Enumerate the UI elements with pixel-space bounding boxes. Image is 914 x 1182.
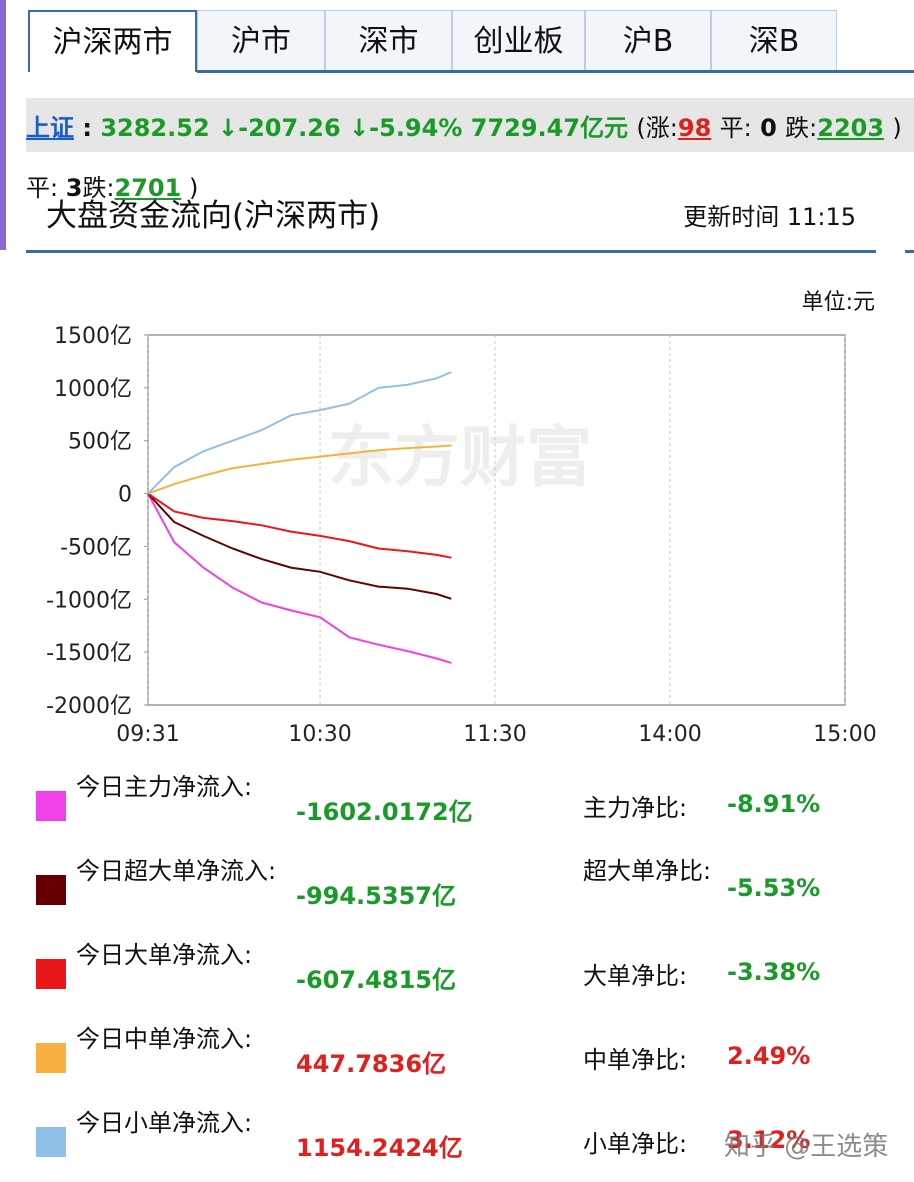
x-tick-label: 10:30: [288, 722, 351, 747]
x-tick-label: 09:31: [116, 722, 179, 747]
flat-label: 平:: [719, 114, 752, 142]
legend-swatch: [36, 791, 66, 821]
down-label: 跌:: [785, 114, 818, 142]
ratio-label: 超大单净比:: [583, 857, 712, 885]
up-count[interactable]: 98: [677, 114, 712, 142]
title-underline: [26, 250, 876, 253]
net-flow: -607.4815亿: [296, 966, 456, 994]
watermark: 东方财富: [328, 419, 592, 496]
update-time: 更新时间 11:15: [683, 203, 856, 231]
ratio: 3.12%: [727, 1126, 811, 1154]
index-link[interactable]: 上证: [26, 114, 74, 142]
legend-swatch: [36, 1127, 66, 1157]
x-tick-label: 14:00: [638, 722, 701, 747]
y-tick-label: 1500亿: [54, 324, 132, 349]
ticker-bar: [26, 98, 914, 152]
y-tick-label: -500亿: [60, 535, 132, 560]
ratio-label: 小单净比:: [583, 1130, 688, 1158]
series-line: [147, 492, 452, 600]
ratio-label: 大单净比:: [583, 962, 688, 990]
plot-area: [147, 334, 846, 706]
legend-label: 今日大单净流入:: [76, 941, 253, 969]
y-tick-label: -1500亿: [46, 641, 132, 666]
flat-count: 3: [65, 174, 83, 202]
close: ): [188, 174, 199, 202]
legend-swatch: [36, 1043, 66, 1073]
tab[interactable]: 沪深两市: [28, 10, 197, 72]
x-tick-label: 11:30: [463, 722, 526, 747]
down-count[interactable]: 2203: [817, 114, 885, 142]
unit: 单位:元: [801, 290, 875, 315]
tab[interactable]: 创业板: [452, 10, 585, 72]
separator: :: [82, 114, 92, 142]
series-line: [147, 371, 452, 495]
series-line: [147, 444, 452, 495]
y-tick-label: -1000亿: [46, 588, 132, 613]
ratio-label: 主力净比:: [583, 794, 688, 822]
tab[interactable]: 深市: [325, 10, 452, 72]
chart-title: 大盘资金流向(沪深两市): [46, 198, 381, 234]
ratio: 2.49%: [727, 1042, 811, 1070]
net-flow: -994.5357亿: [296, 882, 456, 910]
pct: ↓-5.94%: [349, 114, 463, 142]
tab[interactable]: 深B: [711, 10, 837, 72]
amount: 7729.47亿元: [470, 114, 629, 142]
change: ↓-207.26: [218, 114, 341, 142]
legend-label: 今日中单净流入:: [76, 1025, 253, 1053]
tab-underline: [197, 70, 914, 73]
price: 3282.52: [100, 114, 210, 142]
ratio: -8.91%: [727, 790, 821, 818]
up-label: (涨:: [636, 114, 678, 142]
y-tick-label: 0: [118, 483, 132, 508]
legend-swatch: [36, 959, 66, 989]
ticker-overflow: 平: 3跌:2701 ): [26, 168, 198, 203]
down-count[interactable]: 2701: [114, 174, 182, 202]
flat-label: 平:: [26, 174, 59, 202]
down-label: 跌:: [82, 174, 115, 202]
flat-count: 0: [760, 114, 777, 142]
title-underline: [905, 250, 914, 253]
chart: 东方财富 1500亿 1000亿 500亿 0 -500亿 -1000亿 -1500亿 -20…: [46, 324, 877, 747]
ticker: 上证 : 3282.52 ↓-207.26 ↓-5.94% 7729.47亿元 …: [26, 108, 902, 143]
ratio: -3.38%: [727, 958, 821, 986]
legend-label: 今日超大单净流入:: [76, 857, 277, 885]
side-bar: [0, 0, 6, 250]
y-tick-label: 1000亿: [54, 377, 132, 402]
net-flow: 447.7836亿: [296, 1050, 447, 1078]
y-tick-label: -2000亿: [46, 694, 132, 719]
series-line: [147, 492, 452, 559]
series-line: [147, 493, 452, 664]
credit: 知乎 @王选策: [724, 1132, 889, 1162]
net-flow: 1154.2424亿: [296, 1134, 463, 1162]
legend-swatch: [36, 875, 66, 905]
tab[interactable]: 沪B: [585, 10, 711, 72]
net-flow: -1602.0172亿: [296, 798, 473, 826]
x-tick-label: 15:00: [813, 722, 876, 747]
legend-label: 今日小单净流入:: [76, 1109, 253, 1137]
legend-label: 今日主力净流入:: [76, 773, 253, 801]
close: ): [892, 114, 902, 142]
ratio: -5.53%: [727, 874, 821, 902]
ratio-label: 中单净比:: [583, 1046, 688, 1074]
y-tick-label: 500亿: [68, 430, 132, 455]
